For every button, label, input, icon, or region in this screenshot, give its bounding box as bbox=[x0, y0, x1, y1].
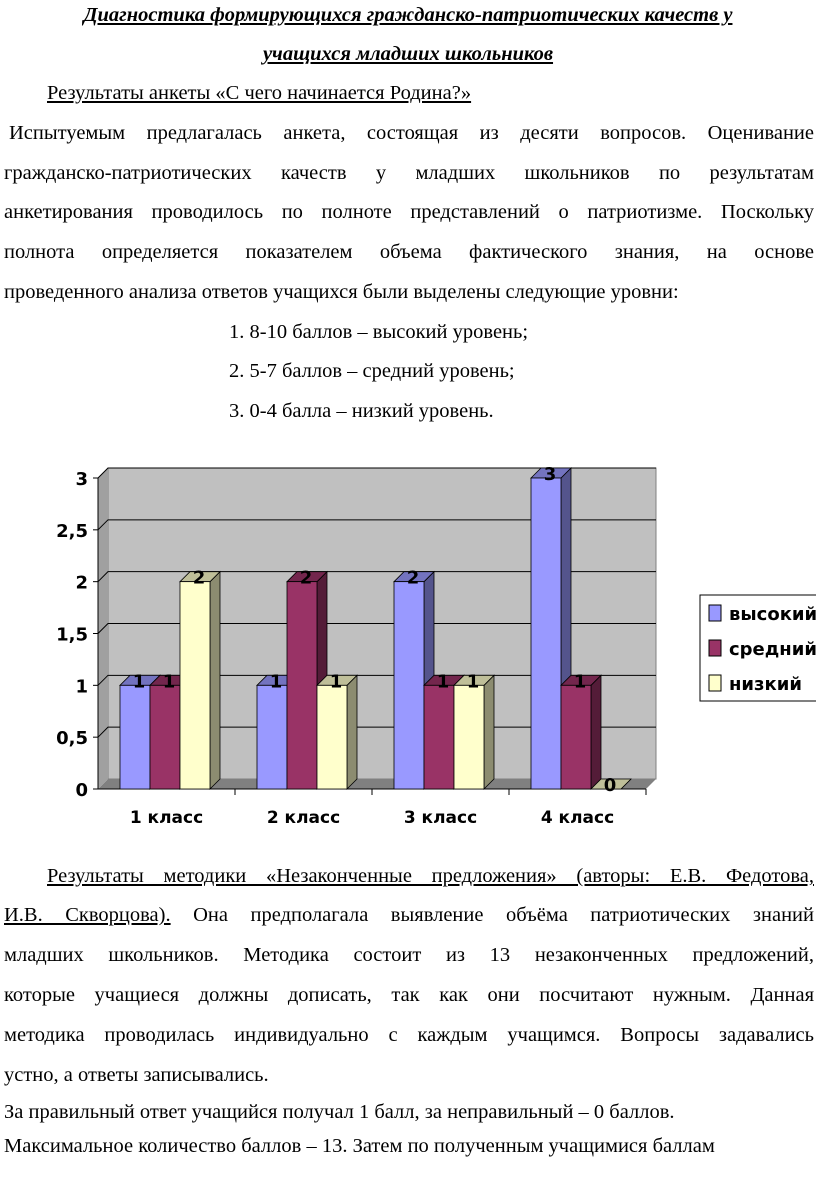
paragraph-line: анкетирования проводилось по полноте пре… bbox=[4, 201, 814, 223]
y-tick-label: 3 bbox=[75, 469, 88, 490]
x-tick-label: 4 класс bbox=[541, 808, 614, 828]
y-tick-label: 1 bbox=[75, 676, 88, 697]
y-tick-label: 1,5 bbox=[56, 625, 88, 646]
data-label: 1 bbox=[467, 671, 480, 692]
paragraph-line: методика проводилась индивидуально с каж… bbox=[4, 1024, 814, 1046]
y-tick-label: 2 bbox=[75, 573, 88, 594]
x-tick-label: 1 класс bbox=[130, 808, 203, 828]
bar-высокий bbox=[530, 477, 562, 790]
bar-высокий bbox=[393, 581, 425, 790]
legend-swatch-низкий bbox=[708, 674, 722, 692]
gridline bbox=[97, 467, 656, 479]
paragraph-line: За правильный ответ учащийся получал 1 б… bbox=[4, 1101, 675, 1123]
gridline bbox=[97, 571, 656, 583]
document-title-line-1: Диагностика формирующихся гражданско-пат… bbox=[83, 4, 733, 26]
legend-label: низкий bbox=[729, 674, 802, 695]
paragraph-line: Испытуемым предлагалась анкета, состояща… bbox=[9, 122, 814, 144]
paragraph-text: Она предполагала выявление объёма патрио… bbox=[170, 904, 814, 926]
paragraph-line: И.В. Скворцова). Она предполагала выявле… bbox=[4, 904, 814, 927]
data-label: 2 bbox=[300, 568, 313, 589]
gridline bbox=[97, 519, 656, 531]
y-tick-label: 0,5 bbox=[56, 728, 88, 749]
data-label: 1 bbox=[133, 671, 146, 692]
x-tick-label: 3 класс bbox=[404, 808, 477, 828]
paragraph-line: устно, а ответы записывались. bbox=[4, 1064, 269, 1086]
bar-низкий bbox=[453, 684, 485, 790]
paragraph-line: проведенного анализа ответов учащихся бы… bbox=[4, 281, 679, 303]
bar-side bbox=[346, 674, 358, 790]
bar-низкий bbox=[179, 581, 211, 790]
data-label: 0 bbox=[604, 775, 617, 796]
bar-средний bbox=[149, 684, 181, 790]
level-item-medium: 2. 5-7 баллов – средний уровень; bbox=[229, 360, 515, 382]
bar-side bbox=[483, 674, 495, 790]
legend-label: высокий bbox=[729, 604, 816, 625]
data-label: 1 bbox=[270, 671, 283, 692]
paragraph-line: гражданско-патриотических качеств у млад… bbox=[4, 162, 814, 184]
data-label: 1 bbox=[437, 671, 450, 692]
legend-swatch-высокий bbox=[708, 604, 722, 622]
paragraph-line: полнота определяется показателем объема … bbox=[4, 241, 814, 263]
data-label: 2 bbox=[407, 568, 420, 589]
bar-side bbox=[209, 570, 221, 790]
level-item-low: 3. 0-4 балла – низкий уровень. bbox=[229, 400, 494, 422]
data-label: 1 bbox=[574, 671, 587, 692]
legend-swatch-средний bbox=[708, 639, 722, 657]
legend-label: средний bbox=[729, 639, 816, 660]
paragraph-line: которые учащиеся должны дописать, так ка… bbox=[4, 984, 814, 1006]
bar-top bbox=[590, 778, 632, 790]
document-title-line-2: учащихся младших школьников bbox=[262, 43, 554, 65]
plot-floor bbox=[98, 779, 656, 789]
bar-низкий bbox=[316, 684, 348, 790]
gridline bbox=[97, 623, 656, 634]
bar-высокий bbox=[119, 684, 151, 790]
data-label: 2 bbox=[193, 568, 206, 589]
section-heading-survey: Результаты анкеты «С чего начинается Род… bbox=[47, 82, 472, 104]
data-label: 1 bbox=[163, 671, 176, 692]
section-heading-sentences: Результаты методики «Незаконченные предл… bbox=[47, 865, 814, 887]
paragraph-line: Максимальное количество баллов – 13. Зат… bbox=[4, 1135, 715, 1157]
paragraph-line: Результаты методики «Незаконченные предл… bbox=[47, 865, 814, 888]
bar-средний bbox=[423, 684, 455, 790]
level-item-high: 1. 8-10 баллов – высокий уровень; bbox=[229, 321, 529, 343]
paragraph-line: младших школьников. Методика состоит из … bbox=[4, 944, 814, 966]
bar-side bbox=[590, 674, 602, 790]
data-label: 3 bbox=[544, 464, 557, 485]
authors: И.В. Скворцова). bbox=[4, 904, 171, 926]
bar-средний bbox=[286, 581, 318, 790]
bar-высокий bbox=[256, 684, 288, 790]
data-label: 1 bbox=[330, 671, 343, 692]
y-tick-label: 2,5 bbox=[56, 521, 88, 542]
x-tick-label: 2 класс bbox=[267, 808, 340, 828]
bar-средний bbox=[560, 684, 592, 790]
y-tick-label: 0 bbox=[75, 780, 88, 801]
